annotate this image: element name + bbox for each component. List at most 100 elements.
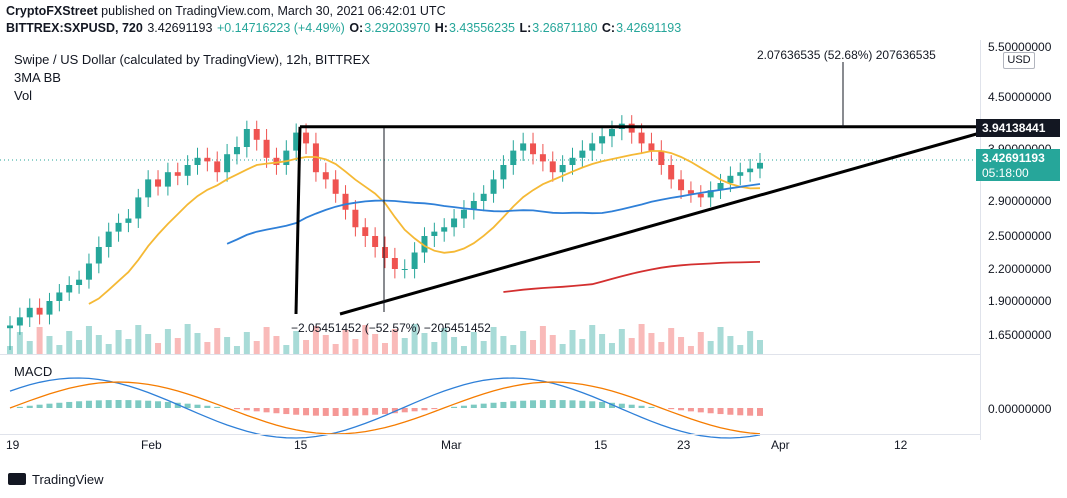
macd-histogram-bar [36,404,43,408]
volume-bar [510,345,517,354]
volume-bar [569,330,576,354]
volume-bar [520,331,527,354]
volume-bar [579,339,586,354]
tradingview-logo[interactable]: TradingView [8,472,104,487]
candle-body [520,143,527,151]
candle-body [608,129,615,137]
candle-body [500,165,507,180]
candle-body [441,227,448,232]
macd-histogram-bar [372,408,379,415]
macd-histogram-bar [480,403,487,408]
volume-bar [303,340,310,354]
macd-histogram-bar [16,406,23,408]
macd-histogram-bar [697,408,704,413]
candle-body [530,143,537,155]
volume-bar [737,345,744,354]
indicator-macd[interactable]: MACD [14,364,53,379]
candle-body [332,179,339,194]
volume-bar [460,346,467,354]
macd-histogram-bar [382,408,388,415]
drop-measure-label: −2.05451452 (−52.57%) −205451452 [291,321,491,335]
candle-body [401,269,408,270]
x-tick: 15 [294,438,308,452]
volume-bar [145,334,152,354]
volume-bar [372,334,379,354]
time-axis-divider [0,434,980,435]
volume-bar [530,340,537,354]
volume-bar [332,344,339,354]
macd-histogram-bar [145,400,152,408]
macd-histogram-bar [174,402,181,408]
volume-bar [697,332,704,354]
c-label: C: [601,21,616,35]
candle-body [421,236,428,253]
candle-body [263,139,270,158]
bar-countdown: 05:18:00 [982,166,1029,180]
indicator-bb[interactable]: 3MA BB [14,70,61,85]
indicator-vol[interactable]: Vol [14,88,33,103]
ascending-trendline [339,131,981,316]
chart-title: Swipe / US Dollar (calculated by Trading… [14,52,370,67]
macd-histogram-bar [599,401,606,408]
y-tick: 2.20000000 [988,262,1052,276]
currency-button[interactable]: USD [1003,52,1035,69]
volume-bar [342,330,349,354]
candle-body [164,172,171,187]
candle-body [757,162,763,169]
candle-body [184,165,191,176]
macd-histogram-bar [727,408,734,415]
volume-bar [95,335,102,354]
candle-body [95,247,102,264]
candle-body [76,279,83,285]
volume-bar [411,324,418,354]
candle-body [569,157,576,165]
macd-histogram-bar [115,400,122,408]
macd-histogram-bar [85,400,92,408]
macd-histogram-bar [332,408,339,416]
candle-body [303,132,310,144]
x-tick: 19 [6,438,20,452]
candle-body [372,236,379,247]
x-tick: 23 [677,438,691,452]
macd-histogram-bar [460,405,467,408]
macd-y-tick: 0.00000000 [988,402,1052,416]
volume-bar [66,331,73,354]
volume-bar [757,340,763,354]
y-tick: 5.50000000 [988,40,1052,54]
symbol: BITTREX:SXPUSD, 720 [6,21,143,35]
volume-bar [204,342,211,354]
macd-histogram-bar [668,408,675,410]
volume-bar [401,338,408,354]
volume-bar [273,336,280,354]
volume-bar [322,335,329,354]
macd-histogram-bar [66,401,73,408]
macd-histogram-bar [95,400,102,408]
macd-histogram-bar [243,408,250,411]
volume-bar [559,344,566,354]
x-tick: Feb [141,438,162,452]
macd-histogram-bar [451,406,458,408]
volume-bar [727,336,734,354]
macd-histogram-bar [26,405,33,408]
y-tick: 2.90000000 [988,194,1052,208]
volume-bar [283,345,290,354]
candle-body [687,190,694,194]
volume-bar [441,328,448,354]
candle-body [411,252,418,269]
volume-bar [421,333,428,354]
macd-histogram-bar [648,406,655,408]
volume-bar [480,341,487,354]
candle-body [480,193,487,201]
macd-histogram-bar [579,400,586,408]
macd-histogram-bar [628,404,635,408]
volume-bar [194,333,201,354]
candle-body [470,201,477,210]
pane-divider[interactable] [0,354,980,355]
volume-bar [362,325,369,354]
candle-body [737,172,744,176]
macd-histogram-bar [194,404,201,408]
volume-bar [233,346,240,354]
candle-body [174,172,181,176]
publisher-name: CryptoFXStreet [6,4,98,18]
